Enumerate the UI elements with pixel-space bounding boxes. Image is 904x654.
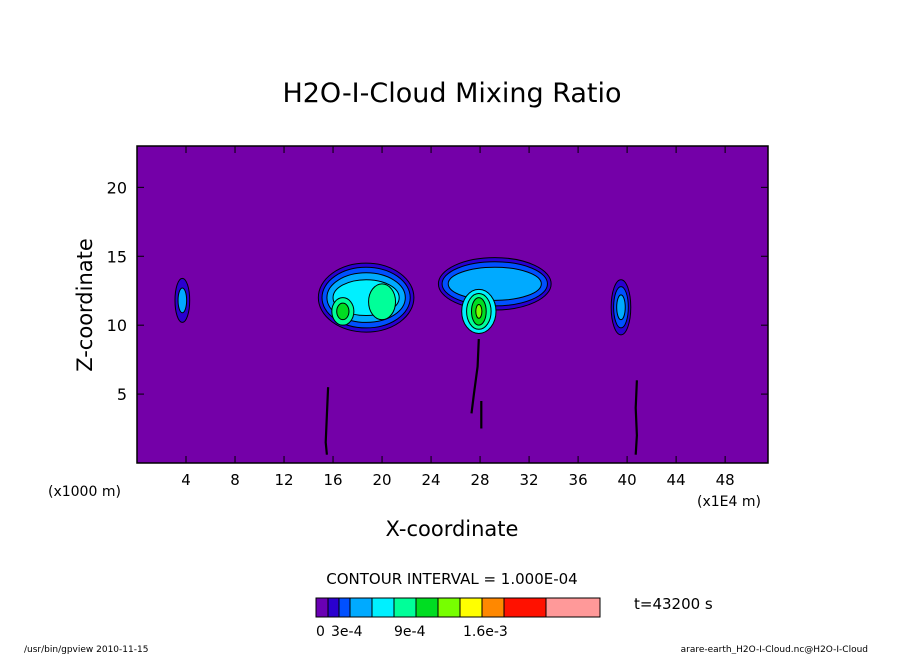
- x-tick-label: 20: [373, 471, 392, 489]
- contour-region-cloud-x18: [317, 262, 415, 333]
- colorbar-swatch: [481, 597, 505, 618]
- x-tick-label: 48: [716, 471, 735, 489]
- contour-region-cloud-x4: [174, 277, 191, 323]
- colorbar-label: 3e-4: [331, 624, 363, 640]
- x-tick-label: 4: [181, 471, 191, 489]
- y-tick-label: 10: [107, 316, 127, 335]
- colorbar: [315, 597, 601, 618]
- colorbar-swatch: [437, 597, 461, 618]
- x-tick-label: 24: [422, 471, 441, 489]
- colorbar-swatch: [459, 597, 483, 618]
- contour-level-6: [336, 302, 350, 321]
- x-unit-left: (x1000 m): [48, 484, 121, 500]
- colorbar-swatch: [315, 597, 329, 618]
- plot-background: [137, 146, 768, 463]
- plot-frame: [136, 145, 769, 464]
- x-tick-label: 32: [520, 471, 539, 489]
- x-unit-right: (x1E4 m): [697, 494, 761, 510]
- contour-level-7: [475, 304, 483, 319]
- contour-region-cloud-x39: [610, 279, 632, 336]
- footer-left: /usr/bin/gpview 2010-11-15: [24, 645, 148, 654]
- contour-level-5: [368, 283, 397, 321]
- x-tick-label: 8: [230, 471, 240, 489]
- colorbar-label: 0: [316, 624, 325, 640]
- colorbar-swatch: [349, 597, 373, 618]
- contour-region-cloud-x29: [437, 257, 552, 311]
- y-tick-label: 15: [107, 247, 127, 266]
- plot-area: [136, 145, 769, 464]
- y-axis-label: Z-coordinate: [73, 238, 97, 372]
- colorbar-swatch: [503, 597, 547, 618]
- filament-x16: [324, 387, 330, 455]
- y-tick-label: 5: [117, 385, 127, 404]
- filament-x41: [634, 380, 639, 455]
- y-tick-label: 20: [107, 178, 127, 197]
- colorbar-swatch: [393, 597, 417, 618]
- contour-level-3: [177, 287, 188, 314]
- x-tick-label: 44: [667, 471, 686, 489]
- chart-title: H2O-I-Cloud Mixing Ratio: [282, 78, 621, 109]
- contour-level-3: [447, 266, 542, 301]
- x-tick-label: 16: [323, 471, 342, 489]
- contour-region-core-x17: [331, 297, 355, 326]
- filament-x28: [470, 338, 480, 414]
- colorbar-swatch: [545, 597, 601, 618]
- colorbar-label: 1.6e-3: [463, 624, 508, 640]
- x-tick-label: 36: [569, 471, 588, 489]
- x-tick-label: 12: [274, 471, 293, 489]
- x-tick-label: 28: [471, 471, 490, 489]
- colorbar-swatch: [371, 597, 395, 618]
- colorbar-swatch: [327, 597, 340, 618]
- contour-region-core-x28: [461, 288, 497, 334]
- contour-interval: CONTOUR INTERVAL = 1.000E-04: [326, 570, 577, 588]
- colorbar-swatch: [415, 597, 439, 618]
- footer-right: arare-earth_H2O-I-Cloud.nc@H2O-I-Cloud: [681, 645, 868, 654]
- contour-level-3: [616, 294, 626, 321]
- x-axis-label: X-coordinate: [386, 517, 519, 541]
- colorbar-label: 9e-4: [394, 624, 426, 640]
- contour-region-core-x20: [368, 283, 397, 321]
- colorbar-swatch: [338, 597, 351, 618]
- x-tick-label: 40: [618, 471, 637, 489]
- time-label: t=43200 s: [634, 595, 713, 613]
